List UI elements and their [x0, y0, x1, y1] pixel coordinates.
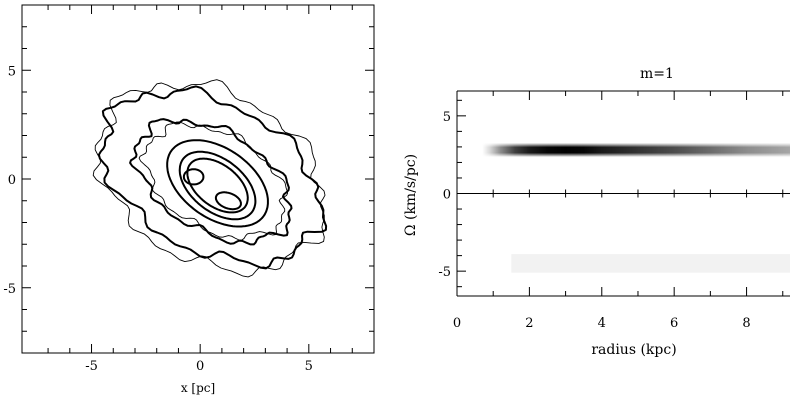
- contour-line: [97, 85, 328, 270]
- heatmap-y-axis-label: Ω (km/s/pc): [403, 154, 419, 236]
- x-tick-label: 6: [670, 316, 678, 331]
- faint-band: [511, 254, 790, 273]
- y-tick-label: 0: [443, 188, 451, 203]
- heatmap-tick-labels: 0 2 4 6 8 5 0 -5: [438, 110, 750, 331]
- contour-frame: [21, 4, 375, 354]
- y-tick-label: -5: [438, 265, 451, 280]
- contour-line: [186, 157, 249, 214]
- x-tick-label: 0: [196, 359, 204, 374]
- y-tick-label: -5: [3, 282, 16, 297]
- heatmap-image: [482, 143, 790, 273]
- contour-ticks: [22, 5, 374, 353]
- contour-line: [138, 121, 289, 241]
- x-tick-label: 0: [453, 316, 461, 331]
- contour-lines: [92, 79, 328, 278]
- x-tick-label: -5: [85, 359, 98, 374]
- contour-panel: -5 0 5 5 0 -5 x [pc]: [3, 4, 375, 395]
- x-tick-label: 2: [525, 316, 533, 331]
- contour-x-axis-label: x [pc]: [181, 381, 215, 395]
- contour-line: [214, 191, 242, 211]
- main-band-softener: [482, 143, 790, 158]
- y-tick-label: 5: [8, 64, 16, 79]
- heatmap-ticks: [456, 91, 784, 296]
- contour-line: [182, 168, 205, 186]
- heatmap-panel: 0 2 4 6 8 5 0 -5 m=1 radius (kpc) Ω (km/s/pc): [403, 66, 790, 358]
- contour-line: [166, 139, 269, 228]
- contour-line: [178, 150, 257, 221]
- x-tick-label: 8: [742, 316, 750, 331]
- heatmap-title: m=1: [640, 66, 674, 82]
- y-tick-label: 0: [8, 173, 16, 188]
- x-tick-label: 4: [598, 316, 606, 331]
- contour-line: [129, 118, 293, 246]
- contour-line: [92, 79, 326, 278]
- contour-tick-labels: -5 0 5 5 0 -5: [3, 64, 313, 374]
- y-tick-label: 5: [443, 110, 451, 125]
- x-tick-label: 5: [305, 359, 313, 374]
- heatmap-x-axis-label: radius (kpc): [591, 342, 676, 358]
